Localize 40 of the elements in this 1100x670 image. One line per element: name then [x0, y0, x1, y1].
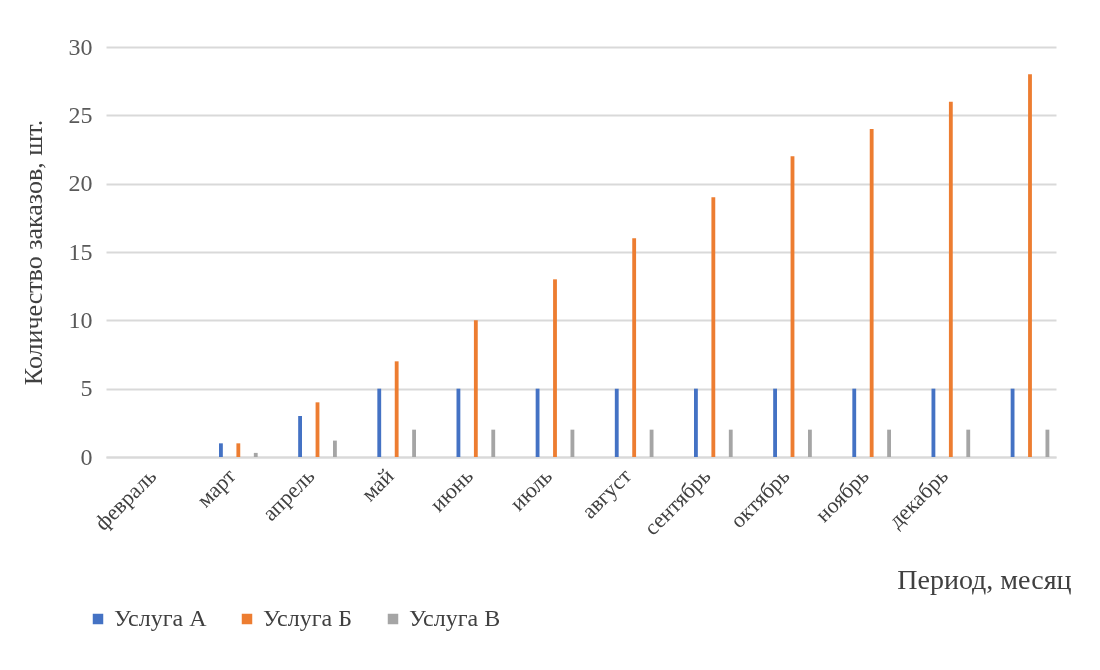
bar: [728, 429, 733, 457]
bar: [808, 429, 812, 457]
bar: [869, 129, 874, 457]
bar: [1010, 388, 1015, 457]
bar: [412, 429, 416, 457]
bar: [948, 101, 953, 457]
bar: [632, 238, 637, 457]
bar: [394, 361, 399, 457]
legend-label: Услуга В: [409, 605, 501, 631]
legend-label: Услуга Б: [263, 605, 353, 631]
x-axis-title: Период, месяц: [897, 564, 1072, 596]
y-tick-label: 15: [68, 238, 93, 265]
bar: [887, 429, 891, 457]
y-tick-label: 30: [68, 33, 93, 60]
bar: [491, 429, 496, 457]
bar: [253, 452, 258, 457]
bar: [694, 388, 698, 457]
bar: [649, 429, 654, 457]
bar: [711, 197, 716, 457]
bar: [236, 443, 241, 457]
y-axis-title: Количество заказов, шт.: [18, 119, 48, 386]
bar: [219, 443, 223, 457]
bar: [473, 320, 478, 457]
y-tick-label: 20: [68, 170, 93, 197]
y-tick-label: 0: [80, 443, 93, 470]
x-tick-label: май: [355, 463, 399, 507]
bar: [1028, 74, 1032, 457]
bar: [614, 388, 619, 457]
y-tick-label: 25: [68, 101, 93, 128]
bar: [966, 429, 971, 457]
bar: [298, 416, 302, 457]
bar: [852, 388, 857, 457]
y-tick-label: 10: [68, 306, 93, 333]
bar: [377, 388, 382, 457]
bar: [553, 279, 557, 457]
bar: [333, 440, 337, 457]
bar: [773, 388, 777, 457]
bar: [535, 388, 540, 457]
y-tick-label: 5: [80, 375, 93, 402]
legend-label: Услуга А: [114, 605, 208, 631]
